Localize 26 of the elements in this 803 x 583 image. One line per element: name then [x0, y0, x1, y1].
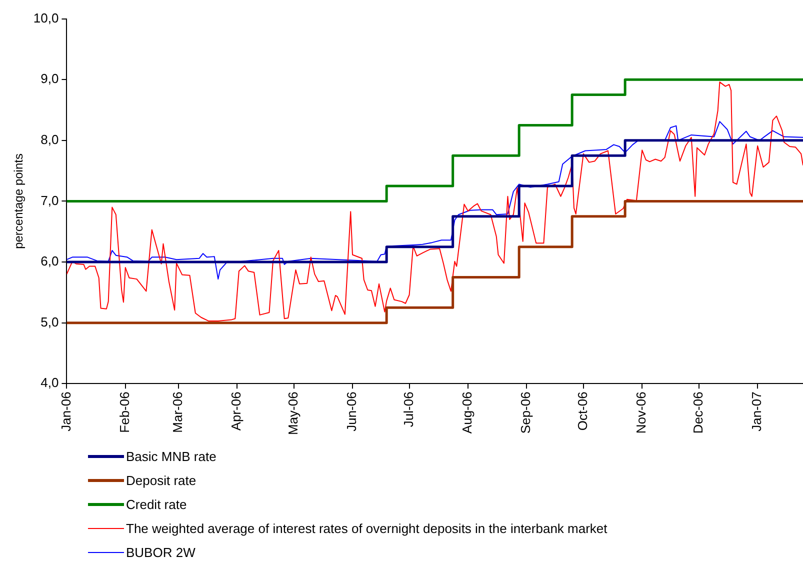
legend-label: Basic MNB rate [126, 448, 216, 464]
x-tick-label: Feb-06 [116, 392, 132, 433]
legend-label: Deposit rate [126, 472, 196, 488]
x-tick-label: Jan-06 [58, 392, 74, 432]
legend-label: BUBOR 2W [126, 544, 196, 560]
y-tick-label: 5,0 [40, 314, 59, 330]
legend-label: Credit rate [126, 496, 187, 512]
y-tick-label: 8,0 [40, 132, 59, 147]
y-tick-label: 6,0 [40, 254, 59, 269]
x-tick-label: Jun-06 [344, 392, 360, 432]
y-tick-label: 10,0 [33, 10, 59, 26]
x-tick-label: Oct-06 [575, 392, 590, 431]
x-tick-label: Aug-06 [460, 392, 475, 434]
y-axis-title: percentage points [12, 154, 26, 249]
x-tick-label: Jul-06 [400, 392, 416, 428]
x-tick-label: Mar-06 [170, 392, 185, 433]
x-tick-label: May-06 [285, 392, 300, 436]
x-tick-label: Apr-06 [228, 392, 244, 431]
y-tick-label: 7,0 [40, 192, 59, 208]
y-tick-label: 4,0 [40, 375, 59, 390]
x-tick-label: Nov-06 [634, 392, 649, 434]
x-tick-label: Dec-06 [690, 392, 706, 434]
x-tick-label: Sep-06 [518, 392, 534, 434]
x-tick-label: Jan-07 [749, 392, 764, 432]
legend-label: The weighted average of interest rates of overnight deposits in the interbank market [126, 520, 608, 536]
y-tick-label: 9,0 [40, 71, 59, 86]
